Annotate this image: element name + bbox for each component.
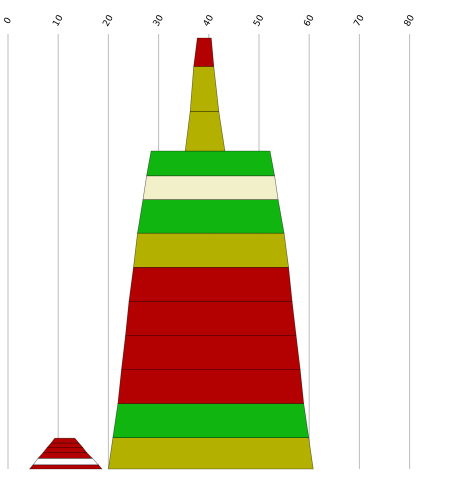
large-stack-band-7 — [133, 232, 289, 268]
x-tick-label-50: 50 — [252, 13, 267, 28]
large-stack-band-11 — [184, 111, 226, 152]
large-stack-band-5 — [125, 301, 297, 336]
x-tick-label-40: 40 — [202, 13, 217, 28]
x-tick-labels: 0 10 20 30 40 50 60 70 80 — [3, 13, 418, 28]
large-stack-band-13 — [193, 37, 215, 67]
x-tick-label-80: 80 — [403, 13, 418, 28]
small-stack-band-5 — [46, 442, 84, 448]
large-stack-band-3 — [117, 369, 305, 404]
large-stack-band-10 — [146, 150, 275, 177]
x-tick-label-10: 10 — [51, 13, 66, 28]
large-stack-band-2 — [112, 403, 310, 439]
large-stack-band-6 — [128, 266, 293, 302]
x-tick-label-0: 0 — [3, 16, 15, 26]
x-tick-label-70: 70 — [352, 13, 367, 28]
x-tick-label-30: 30 — [152, 13, 167, 28]
small-stack-band-6 — [50, 437, 80, 444]
large-stack-band-4 — [121, 335, 301, 370]
x-tick-label-60: 60 — [302, 13, 317, 28]
x-tick-label-20: 20 — [101, 13, 116, 28]
small-stack-band-1 — [28, 464, 103, 470]
large-stack-band-12 — [189, 66, 220, 112]
large-stack — [108, 37, 314, 470]
small-stack-band-3 — [37, 452, 94, 459]
large-stack-band-9 — [142, 175, 279, 200]
small-stack-band-2 — [32, 457, 100, 466]
small-stack — [28, 437, 103, 470]
large-stack-band-8 — [137, 199, 285, 234]
small-stack-band-4 — [42, 447, 88, 454]
stacks-layer — [28, 37, 314, 470]
large-stack-band-1 — [108, 437, 314, 470]
